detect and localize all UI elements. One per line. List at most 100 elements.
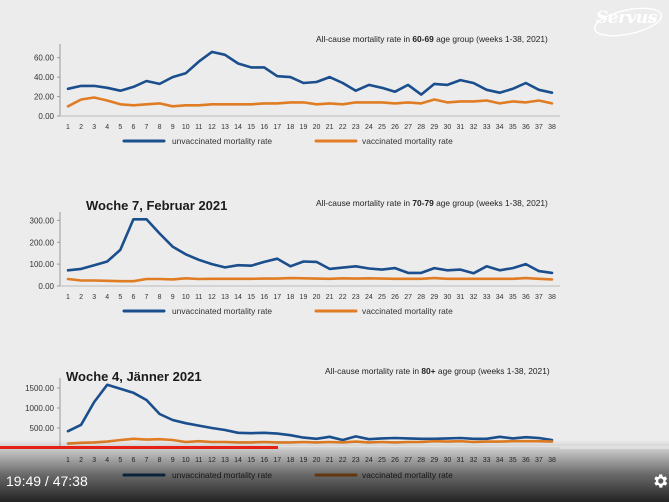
x-tick-label: 2	[79, 124, 83, 131]
y-tick-label: 0.00	[38, 282, 54, 291]
x-tick-label: 17	[273, 124, 281, 131]
x-tick-label: 13	[221, 124, 229, 131]
x-tick-label: 19	[300, 124, 308, 131]
servus-tv-logo	[588, 2, 668, 42]
x-tick-label: 3	[92, 294, 96, 301]
gear-icon[interactable]	[651, 472, 669, 490]
x-tick-label: 12	[208, 124, 216, 131]
legend-label-unvaccinated: unvaccinated mortality rate	[172, 136, 272, 146]
x-tick-label: 2	[79, 294, 83, 301]
y-tick-label: 40.00	[34, 73, 55, 82]
x-tick-label: 18	[286, 124, 294, 131]
series-line-unvaccinated	[66, 218, 554, 275]
x-tick-label: 30	[443, 294, 451, 301]
x-tick-label: 35	[509, 294, 517, 301]
x-tick-label: 36	[522, 294, 530, 301]
x-tick-label: 5	[118, 124, 122, 131]
x-tick-label: 18	[286, 294, 294, 301]
x-tick-label: 38	[548, 124, 556, 131]
x-tick-label: 1	[66, 124, 70, 131]
y-tick-label: 0.00	[38, 112, 54, 121]
x-tick-label: 12	[208, 294, 216, 301]
x-tick-label: 17	[273, 294, 281, 301]
x-tick-label: 26	[391, 294, 399, 301]
y-tick-label: 60.00	[34, 54, 55, 63]
legend-label-vaccinated: vaccinated mortality rate	[362, 306, 453, 316]
x-tick-label: 8	[158, 124, 162, 131]
overlay-week-4: Woche 4, Jänner 2021	[66, 369, 202, 384]
x-tick-label: 31	[457, 124, 465, 131]
x-tick-label: 20	[313, 124, 321, 131]
x-tick-label: 25	[378, 294, 386, 301]
x-tick-label: 14	[234, 124, 242, 131]
y-tick-label: 500.00	[30, 424, 55, 433]
series-line-vaccinated	[66, 96, 554, 108]
x-tick-label: 8	[158, 294, 162, 301]
x-tick-label: 33	[483, 294, 491, 301]
x-tick-label: 28	[417, 294, 425, 301]
x-tick-label: 38	[548, 294, 556, 301]
x-tick-label: 10	[182, 294, 190, 301]
chart-1-title: All-cause mortality rate in 60-69 age gr…	[316, 34, 548, 44]
x-tick-label: 1	[66, 294, 70, 301]
y-tick-label: 200.00	[30, 238, 55, 247]
logo-wordmark: Servus	[596, 8, 657, 28]
x-tick-label: 33	[483, 124, 491, 131]
x-tick-label: 35	[509, 124, 517, 131]
x-tick-label: 16	[260, 294, 268, 301]
x-tick-label: 9	[171, 294, 175, 301]
x-tick-label: 29	[430, 294, 438, 301]
x-tick-label: 20	[313, 294, 321, 301]
x-tick-label: 26	[391, 124, 399, 131]
x-tick-label: 36	[522, 124, 530, 131]
x-tick-label: 6	[131, 294, 135, 301]
x-tick-label: 15	[247, 124, 255, 131]
x-tick-label: 29	[430, 124, 438, 131]
x-tick-label: 16	[260, 124, 268, 131]
x-tick-label: 10	[182, 124, 190, 131]
x-tick-label: 4	[105, 294, 109, 301]
y-tick-label: 100.00	[30, 260, 55, 269]
series-line-vaccinated	[66, 276, 554, 283]
x-tick-label: 19	[300, 294, 308, 301]
x-tick-label: 22	[339, 294, 347, 301]
x-tick-label: 3	[92, 124, 96, 131]
x-tick-label: 9	[171, 124, 175, 131]
legend-label-unvaccinated: unvaccinated mortality rate	[172, 306, 272, 316]
y-tick-label: 300.00	[30, 216, 55, 225]
x-tick-label: 32	[470, 124, 478, 131]
x-tick-label: 11	[195, 294, 202, 301]
x-tick-label: 34	[496, 124, 504, 131]
x-tick-label: 11	[195, 124, 202, 131]
x-tick-label: 14	[234, 294, 242, 301]
series-line-unvaccinated	[66, 383, 554, 442]
series-line-unvaccinated	[66, 50, 554, 96]
x-tick-label: 30	[443, 124, 451, 131]
progress-played	[0, 446, 279, 449]
x-tick-label: 5	[118, 294, 122, 301]
progress-bar[interactable]	[0, 446, 669, 449]
x-tick-label: 4	[105, 124, 109, 131]
x-tick-label: 22	[339, 124, 347, 131]
x-tick-label: 6	[131, 124, 135, 131]
player-controls-bar	[0, 440, 669, 502]
x-tick-label: 15	[247, 294, 255, 301]
x-tick-label: 27	[404, 124, 412, 131]
logo-swoosh-icon	[593, 7, 663, 37]
x-tick-label: 21	[326, 124, 334, 131]
x-tick-label: 28	[417, 124, 425, 131]
x-tick-label: 27	[404, 294, 412, 301]
y-tick-label: 20.00	[34, 93, 55, 102]
x-tick-label: 34	[496, 294, 504, 301]
y-tick-label: 1500.00	[25, 384, 54, 393]
x-tick-label: 21	[326, 294, 334, 301]
x-tick-label: 7	[145, 294, 149, 301]
legend-label-vaccinated: vaccinated mortality rate	[362, 136, 453, 146]
x-tick-label: 24	[365, 294, 373, 301]
logo-suffix: TV	[648, 17, 657, 24]
chart-2-title: All-cause mortality rate in 70-79 age gr…	[316, 198, 548, 208]
chart-3-title: All-cause mortality rate in 80+ age grou…	[325, 366, 550, 376]
